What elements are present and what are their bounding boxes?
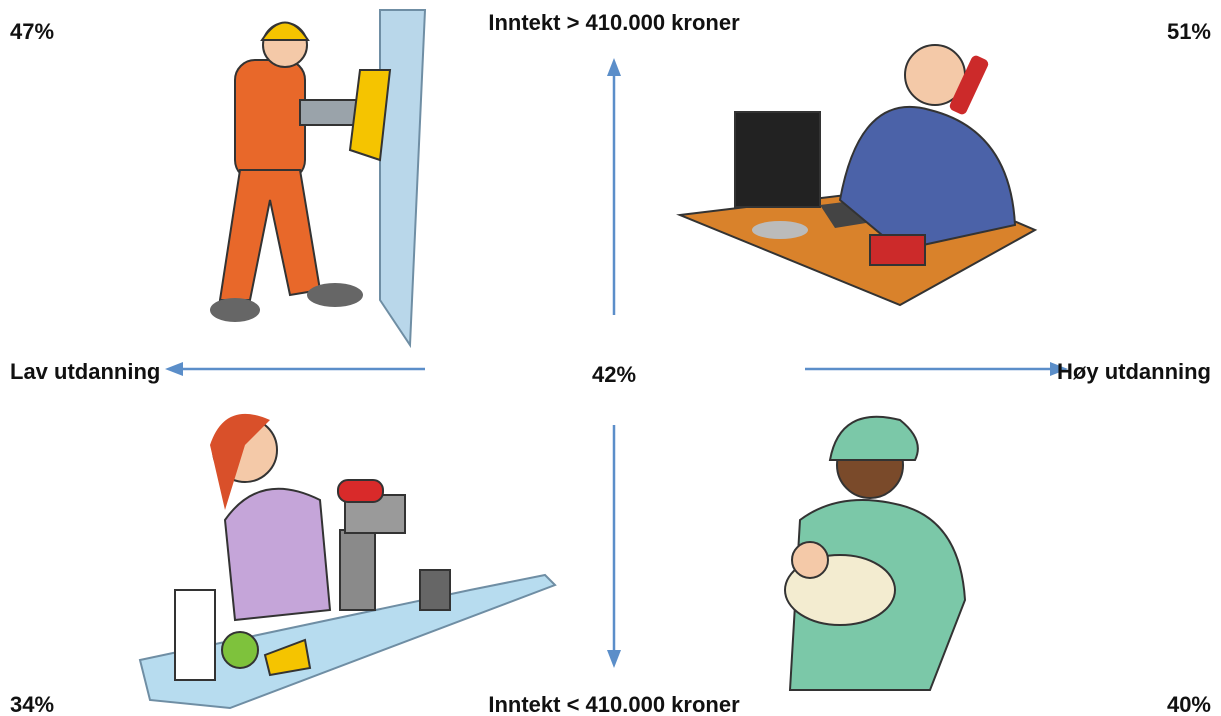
axis-arrows [165, 58, 1068, 668]
cashier-illustration [138, 413, 557, 710]
axis-label-bottom: Inntekt < 410.000 kroner [488, 692, 740, 716]
arrowhead [607, 58, 621, 76]
axis-label-right: Høy utdanning [1057, 359, 1211, 384]
quadrant-value: 34% [10, 692, 54, 716]
office-illustration [676, 44, 1038, 307]
quadrant-value: 51% [1167, 19, 1211, 44]
quadrant-value: 47% [10, 19, 54, 44]
worker-illustration [210, 9, 427, 349]
arrowhead [165, 362, 183, 376]
quadrant-value: 40% [1167, 692, 1211, 716]
axis-label-top: Inntekt > 410.000 kroner [488, 10, 740, 35]
center-value: 42% [592, 362, 636, 387]
axis-label-left: Lav utdanning [10, 359, 160, 384]
arrowhead [607, 650, 621, 668]
arrowhead [1050, 362, 1068, 376]
nurse-illustration [784, 415, 967, 691]
